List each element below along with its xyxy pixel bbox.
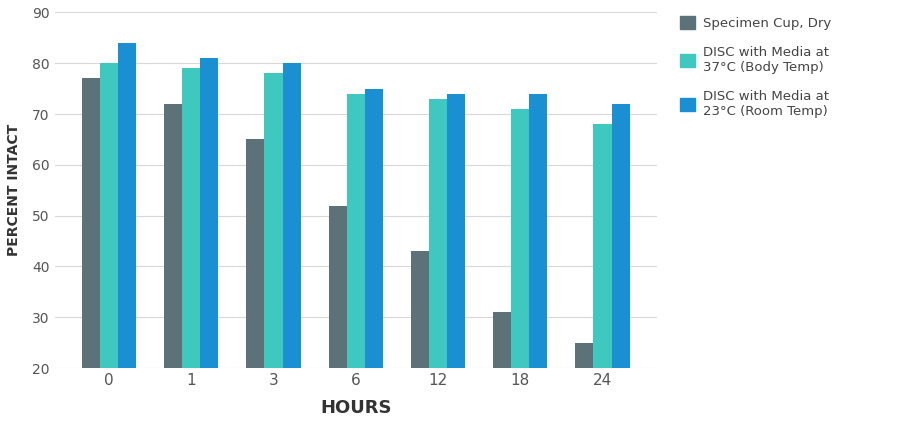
- Bar: [82, 78, 100, 424]
- Bar: [575, 343, 593, 424]
- Bar: [493, 312, 511, 424]
- Bar: [429, 99, 447, 424]
- Y-axis label: PERCENT INTACT: PERCENT INTACT: [7, 124, 21, 257]
- Bar: [164, 104, 183, 424]
- Bar: [346, 94, 364, 424]
- Bar: [247, 139, 265, 424]
- Bar: [364, 89, 382, 424]
- Bar: [328, 206, 346, 424]
- Bar: [411, 251, 429, 424]
- Bar: [283, 63, 301, 424]
- Bar: [447, 94, 465, 424]
- Bar: [511, 109, 529, 424]
- Bar: [611, 104, 630, 424]
- Bar: [118, 43, 136, 424]
- Bar: [100, 63, 118, 424]
- Bar: [593, 124, 611, 424]
- Bar: [265, 73, 283, 424]
- Legend: Specimen Cup, Dry, DISC with Media at
37°C (Body Temp), DISC with Media at
23°C : Specimen Cup, Dry, DISC with Media at 37…: [676, 12, 835, 122]
- X-axis label: HOURS: HOURS: [320, 399, 392, 417]
- Bar: [183, 68, 201, 424]
- Bar: [529, 94, 547, 424]
- Bar: [201, 58, 219, 424]
